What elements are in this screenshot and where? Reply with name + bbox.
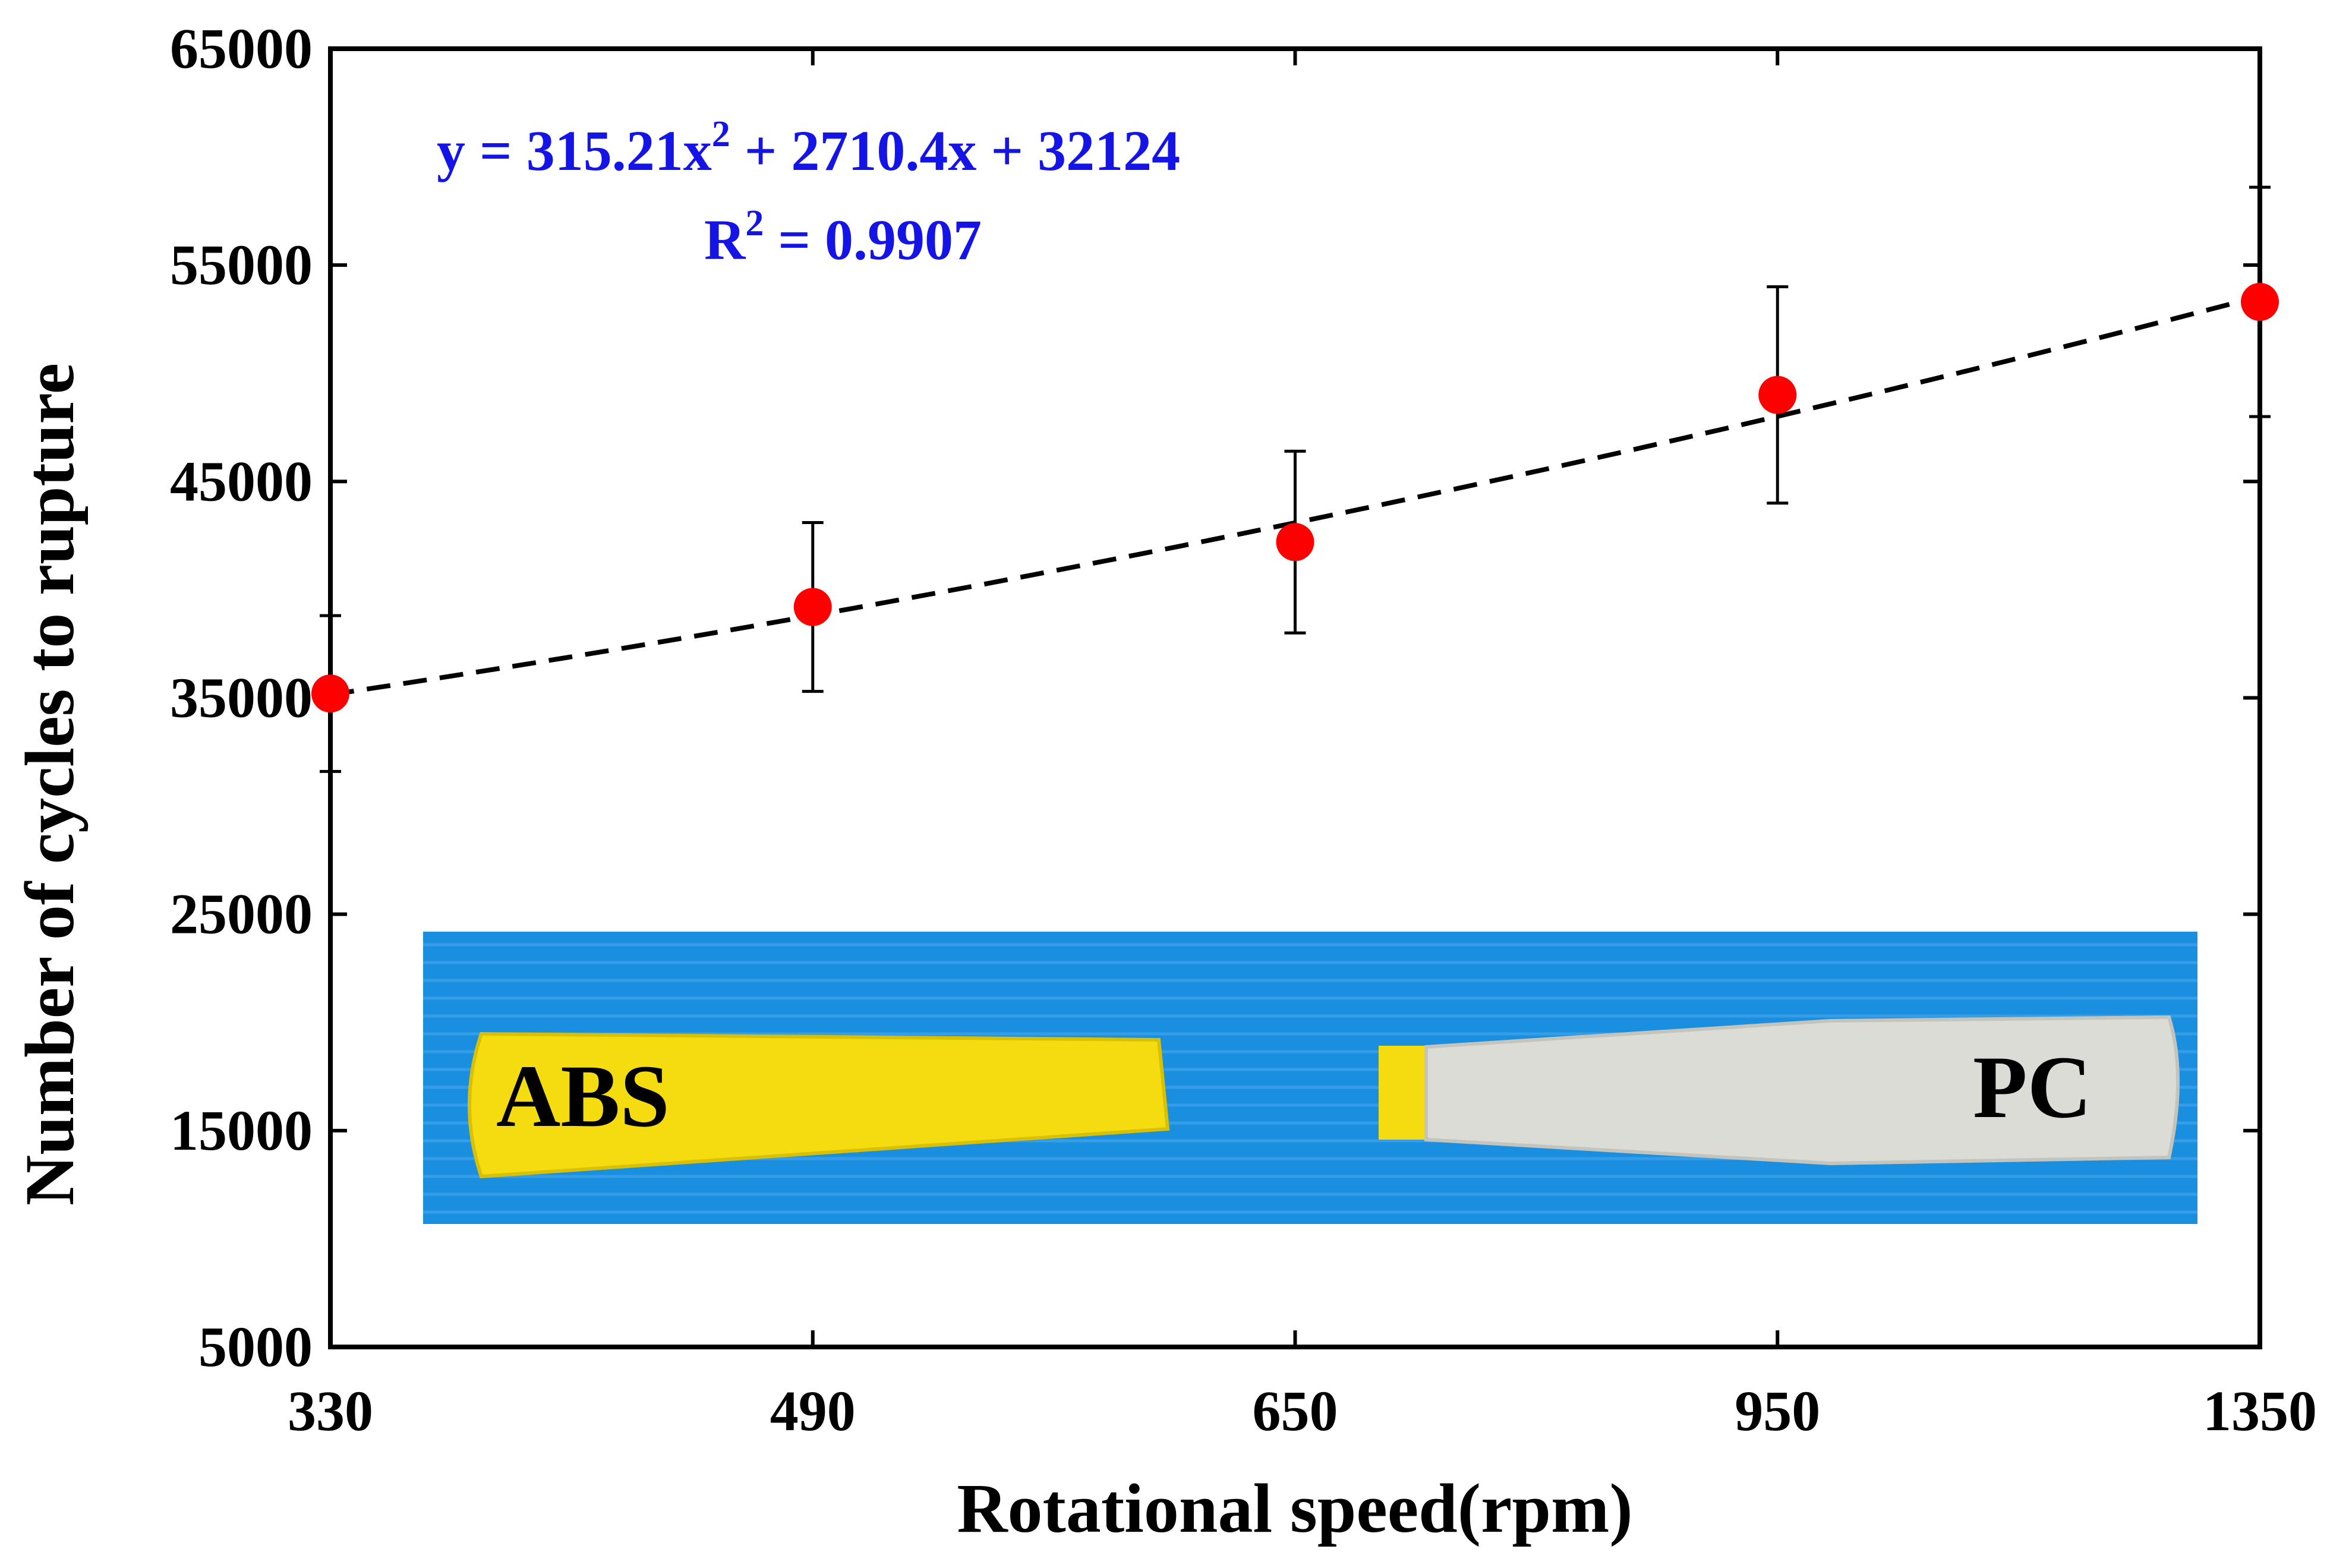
y-tick-label: 5000: [198, 1315, 313, 1378]
y-tick-label: 45000: [170, 449, 313, 513]
abs-label: ABS: [496, 1047, 670, 1146]
y-tick-label: 15000: [170, 1099, 313, 1162]
data-point: [1276, 523, 1314, 561]
r2-suffix: = 0.9907: [764, 208, 982, 272]
equation-prefix: y = 315.21x: [437, 119, 712, 182]
error-bars: [320, 185, 2271, 773]
pc-specimen: [1424, 1015, 2180, 1166]
abs-specimen: [468, 1031, 1170, 1179]
pc-specimen-yellow-end: [1379, 1046, 1426, 1140]
y-axis-ticks: 5000 15000 25000 35000 45000 55000 65000: [170, 17, 2260, 1378]
data-point: [1758, 376, 1797, 414]
pc-label: PC: [1973, 1038, 2092, 1137]
x-tick-label: 490: [770, 1379, 856, 1443]
y-tick-label: 35000: [170, 666, 313, 730]
data-point: [793, 588, 832, 626]
y-tick-label: 65000: [170, 17, 313, 80]
trend-equation: y = 315.21x2 + 2710.4x + 32124: [437, 114, 1180, 182]
x-tick-label: 650: [1253, 1379, 1338, 1443]
data-point: [311, 674, 349, 713]
y-axis-title: Number of cycles to rupture: [11, 363, 89, 1206]
x-tick-label: 950: [1735, 1379, 1820, 1443]
x-tick-label: 330: [288, 1379, 373, 1443]
x-tick-label: 1350: [2203, 1379, 2317, 1443]
r2-superscript: 2: [745, 203, 764, 244]
data-points: [311, 283, 2279, 713]
x-axis-ticks: 330 490 650 950 1350: [288, 49, 2317, 1443]
r-squared: R2 = 0.9907: [704, 203, 982, 272]
equation-suffix: + 2710.4x + 32124: [730, 119, 1180, 182]
data-point: [2241, 283, 2279, 321]
r2-prefix: R: [704, 208, 746, 272]
y-tick-label: 25000: [170, 882, 313, 946]
x-axis-title: Rotational speed(rpm): [957, 1469, 1632, 1547]
equation-superscript: 2: [712, 114, 730, 154]
y-tick-label: 55000: [170, 233, 313, 296]
inset-photo: ABS PC: [423, 932, 2197, 1224]
